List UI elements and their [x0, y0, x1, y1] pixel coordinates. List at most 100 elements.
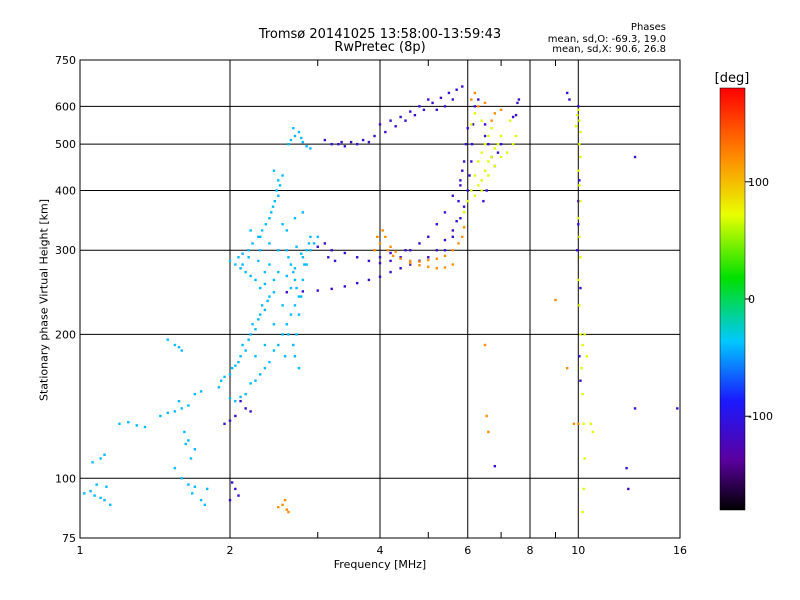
data-point — [443, 266, 447, 269]
data-point — [293, 304, 297, 307]
data-point — [399, 115, 402, 119]
data-point — [295, 286, 298, 290]
data-point — [499, 134, 503, 138]
data-point — [184, 442, 187, 446]
colorbar-unit-label: [deg] — [715, 71, 750, 86]
data-point — [361, 138, 365, 142]
data-point — [451, 235, 455, 239]
data-point — [301, 278, 305, 282]
data-point — [389, 251, 392, 255]
data-point — [297, 295, 301, 298]
data-point — [389, 119, 392, 122]
data-point — [461, 169, 464, 172]
data-point — [93, 494, 96, 497]
data-point — [217, 386, 221, 389]
data-point — [205, 487, 209, 491]
data-point — [105, 485, 108, 488]
data-point — [247, 338, 250, 341]
data-point — [633, 407, 637, 410]
data-point — [583, 333, 586, 336]
data-point — [234, 487, 237, 491]
data-point — [330, 249, 333, 252]
data-point — [249, 274, 252, 278]
phase-colorbar: [deg] 100 0 -100 — [715, 71, 773, 511]
data-point — [285, 274, 288, 278]
data-point — [577, 278, 580, 282]
data-point — [273, 199, 276, 203]
data-point — [295, 333, 298, 336]
data-point — [173, 410, 177, 413]
data-point — [244, 270, 247, 274]
data-point — [277, 194, 280, 197]
data-point — [292, 343, 295, 347]
data-point — [292, 270, 295, 274]
data-point — [583, 457, 586, 460]
data-point — [459, 184, 462, 187]
data-point — [228, 259, 232, 263]
data-point — [293, 217, 297, 220]
data-point — [581, 510, 584, 514]
data-point — [287, 333, 290, 336]
data-point — [295, 245, 298, 248]
data-point — [272, 349, 276, 352]
data-point — [173, 466, 177, 470]
data-point — [259, 235, 262, 239]
data-point — [577, 108, 580, 112]
data-point — [459, 179, 462, 182]
data-point — [159, 414, 162, 418]
data-point — [591, 430, 595, 434]
data-point — [228, 373, 232, 376]
data-point — [480, 119, 483, 122]
data-point — [118, 422, 121, 426]
data-point — [451, 249, 455, 252]
data-point — [199, 498, 203, 502]
data-point — [278, 184, 282, 187]
data-point — [283, 498, 287, 502]
data-point — [461, 235, 464, 239]
data-point — [180, 349, 183, 352]
data-point — [439, 96, 443, 100]
data-point — [189, 457, 193, 460]
chart-subtitle: RwPretec (8p) — [334, 40, 426, 55]
data-point — [277, 249, 280, 252]
data-point — [173, 343, 177, 347]
data-point — [477, 184, 480, 187]
data-point — [143, 425, 147, 429]
data-point — [470, 123, 473, 126]
data-point — [477, 105, 480, 108]
y-tick-label: 600 — [55, 100, 76, 113]
data-point — [271, 205, 275, 208]
data-point — [378, 256, 382, 259]
data-point — [578, 119, 581, 122]
data-point — [355, 281, 359, 285]
data-point — [627, 487, 630, 491]
x-tick-label: 6 — [464, 544, 471, 557]
data-point — [427, 235, 430, 239]
data-point — [99, 496, 102, 500]
data-point — [409, 110, 412, 113]
x-axis-label: Frequency [MHz] — [333, 558, 427, 571]
data-point — [480, 179, 483, 182]
x-tick-label: 16 — [673, 544, 687, 557]
data-point — [259, 286, 262, 290]
data-point — [443, 105, 447, 108]
data-point — [260, 229, 264, 232]
data-point — [297, 313, 301, 316]
data-point — [578, 184, 581, 187]
data-point — [367, 259, 371, 263]
data-point — [301, 140, 305, 144]
data-point — [343, 285, 347, 288]
data-point — [239, 267, 242, 270]
data-point — [422, 108, 426, 112]
data-point — [373, 134, 376, 138]
data-point — [257, 259, 260, 263]
data-point — [303, 263, 306, 266]
data-point — [223, 375, 226, 379]
data-point — [633, 155, 637, 159]
data-point — [277, 179, 280, 182]
data-point — [466, 189, 469, 192]
data-point — [268, 295, 271, 298]
data-point — [579, 379, 582, 382]
data-point — [268, 360, 271, 364]
phase-stats-o-line: mean, sd,O: -69.3, 19.0 — [547, 34, 666, 45]
